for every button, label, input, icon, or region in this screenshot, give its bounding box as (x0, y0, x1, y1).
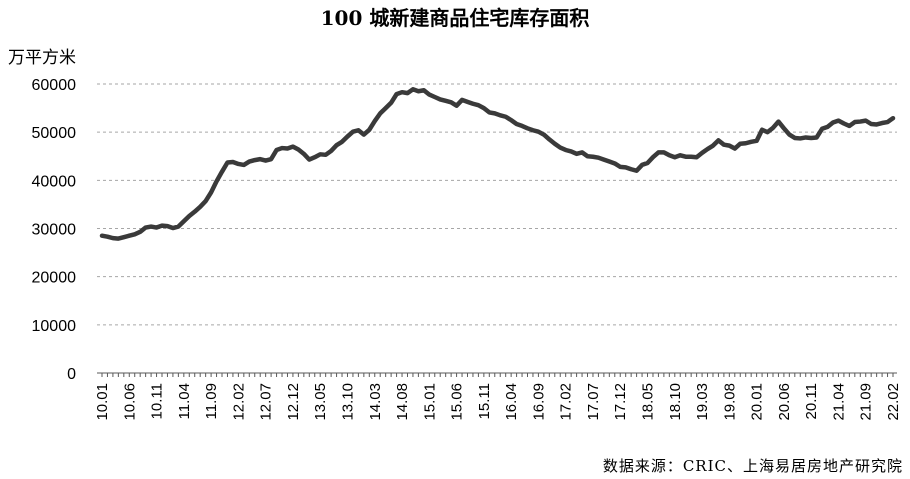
x-tick-label: 18.05 (640, 383, 657, 421)
x-tick-label: 15.01 (421, 383, 438, 421)
x-tick-label: 22.02 (885, 383, 902, 421)
x-tick-label: 10.06 (121, 383, 138, 421)
x-tick-label: 20.01 (749, 383, 766, 421)
x-tick-label: 14.03 (367, 383, 384, 421)
x-tick-label: 21.04 (830, 383, 847, 421)
x-tick-label: 15.06 (449, 383, 466, 421)
x-tick-label: 11.04 (176, 383, 193, 419)
x-tick-label: 15.11 (476, 383, 493, 419)
x-tick-label: 17.07 (585, 383, 602, 421)
y-tick-label: 20000 (32, 270, 77, 287)
y-axis-unit: 万平方米 (8, 48, 76, 68)
x-tick-label: 21.09 (858, 383, 875, 421)
x-tick-label: 10.01 (94, 383, 111, 421)
x-axis (97, 372, 897, 377)
y-tick-label: 30000 (32, 222, 77, 239)
x-tick-label: 20.06 (776, 383, 793, 421)
x-tick-label: 11.09 (203, 383, 220, 419)
x-tick-label: 16.04 (503, 383, 520, 421)
y-tick-label: 10000 (32, 318, 77, 335)
y-axis-ticks: 0 10000 20000 30000 40000 50000 60000 (32, 77, 77, 383)
x-tick-label: 12.07 (258, 383, 275, 421)
x-tick-label: 12.02 (230, 383, 247, 421)
x-tick-label: 16.09 (530, 383, 547, 421)
x-tick-label: 10.11 (149, 383, 166, 419)
x-tick-label: 14.08 (394, 383, 411, 421)
series-group (99, 87, 896, 241)
chart-title: 100 城新建商品住宅库存面积 (321, 6, 590, 30)
x-tick-label: 20.11 (803, 383, 820, 419)
x-tick-label: 13.10 (339, 383, 356, 421)
x-tick-label: 13.05 (312, 383, 329, 421)
x-axis-ticks: 10.01 10.06 10.11 11.04 11.09 12.02 12.07 12.12… (94, 383, 902, 421)
x-tick-label: 12.12 (285, 383, 302, 421)
x-tick-label: 18.10 (667, 383, 684, 421)
y-tick-label: 60000 (32, 77, 77, 94)
x-tick-label: 19.08 (721, 383, 738, 421)
inventory-series-line (99, 87, 896, 241)
x-tick-label: 19.03 (694, 383, 711, 421)
x-tick-label: 17.12 (612, 383, 629, 421)
x-tick-label: 17.02 (558, 383, 575, 421)
source-note: 数据来源：CRIC、上海易居房地产研究院 (603, 457, 903, 475)
y-tick-label: 50000 (32, 125, 77, 142)
y-tick-label: 40000 (32, 173, 77, 190)
y-tick-label: 0 (67, 366, 76, 383)
